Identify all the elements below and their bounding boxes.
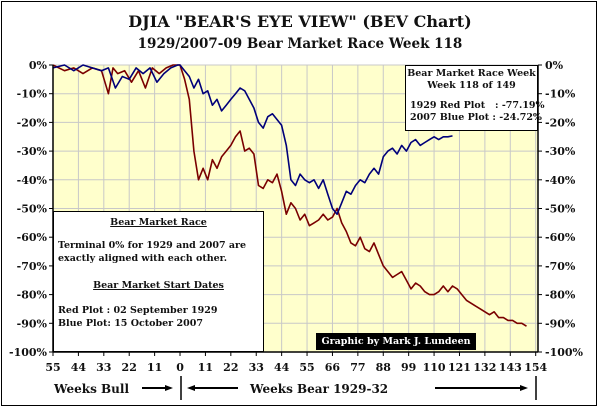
y-tick-label-right: -30%: [545, 145, 576, 158]
x-tick-label: 99: [401, 361, 416, 374]
y-tick-label-left: 0%: [29, 59, 48, 72]
y-axis-left-labels: 0% -10% -20% -30% -40% -50% -60% -70% -80% -90% -1…: [9, 59, 48, 359]
x-tick-label: 33: [96, 361, 111, 374]
series-lines: [52, 64, 527, 327]
x-axis-labels: 55 44 33 22 11 0 11 22 33 44 55 66 77 88 99 110 121 132 14…: [45, 361, 547, 374]
race-title-1: Bear Market Race Week: [407, 68, 536, 79]
x-tick-label: 55: [45, 361, 60, 374]
y-tick-label-left: -30%: [17, 145, 48, 158]
x-label-bear: Weeks Bear 1929-32: [249, 382, 388, 396]
x-tick-label: 0: [176, 361, 184, 374]
info-heading-dates: Bear Market Start Dates: [93, 280, 224, 291]
bull-arrowhead: [165, 385, 173, 391]
y-tick-label-left: -80%: [17, 289, 48, 302]
x-tick-label: 121: [448, 361, 471, 374]
y-tick-label-right: -10%: [545, 88, 576, 101]
y-tick-label-right: 0%: [545, 59, 564, 72]
info-blue-date: Blue Plot: 15 October 2007: [58, 318, 203, 329]
race-red-value: 1929 Red Plot : -77.19%: [410, 100, 545, 111]
y-tick-label-left: -50%: [17, 203, 48, 216]
race-status-box: Bear Market Race Week Week 118 of 149 19…: [405, 65, 545, 131]
y-tick-label-right: -20%: [545, 116, 576, 129]
chart-subtitle: 1929/2007-09 Bear Market Race Week 118: [137, 36, 463, 52]
info-red-date: Red Plot : 02 September 1929: [58, 305, 218, 316]
x-tick-label: 77: [350, 361, 365, 374]
x-axis-titles: Weeks Bull Weeks Bear 1929-32: [53, 382, 388, 396]
x-tick-label: 154: [524, 361, 547, 374]
x-tick-label: 110: [423, 361, 446, 374]
bear-arrowhead-right: [520, 385, 528, 391]
credit-label: Graphic by Mark J. Lundeen: [316, 333, 476, 350]
2007-blue-plot-line: [52, 64, 453, 215]
x-tick-label: 11: [198, 361, 213, 374]
y-tick-label-left: -20%: [17, 116, 48, 129]
info-box: Bear Market Race Terminal 0% for 1929 an…: [53, 211, 264, 352]
y-tick-label-right: -40%: [545, 174, 576, 187]
x-tick-label: 55: [299, 361, 314, 374]
x-tick-label: 44: [71, 361, 87, 374]
x-tick-label: 143: [499, 361, 522, 374]
y-tick-label-left: -100%: [9, 346, 48, 359]
y-tick-label-left: -60%: [17, 231, 48, 244]
x-tick-label: 11: [147, 361, 162, 374]
info-heading-race: Bear Market Race: [110, 217, 207, 228]
x-tick-label: 44: [274, 361, 290, 374]
y-tick-label-left: -90%: [17, 317, 48, 330]
y-tick-label-right: -100%: [545, 346, 584, 359]
x-label-arrows: [142, 376, 537, 400]
y-tick-label-left: -70%: [17, 260, 48, 273]
race-title-2: Week 118 of 149: [427, 80, 516, 91]
y-axis-right-labels: 0% -10% -20% -30% -40% -50% -60% -70% -80% -90% -1…: [545, 59, 584, 359]
1929-red-plot-line: [52, 64, 527, 327]
bear-arrowhead-left: [187, 385, 195, 391]
y-tick-label-right: -90%: [545, 317, 576, 330]
x-tick-label: 132: [473, 361, 496, 374]
race-blue-value: 2007 Blue Plot : -24.72%: [410, 112, 542, 123]
info-text: Terminal 0% for 1929 and 2007 are exactl…: [58, 240, 247, 264]
y-tick-label-right: -70%: [545, 260, 576, 273]
x-label-bull: Weeks Bull: [53, 382, 129, 396]
y-tick-label-right: -60%: [545, 231, 576, 244]
x-tick-label: 22: [223, 361, 238, 374]
y-tick-label-right: -50%: [545, 203, 576, 216]
x-tick-label: 33: [249, 361, 264, 374]
chart-title: DJIA "BEAR'S EYE VIEW" (BEV Chart): [128, 12, 472, 31]
y-tick-label-right: -80%: [545, 289, 576, 302]
x-tick-label: 88: [376, 361, 392, 374]
y-tick-label-left: -10%: [17, 88, 48, 101]
x-tick-label: 22: [122, 361, 137, 374]
x-tick-label: 66: [325, 361, 341, 374]
y-tick-label-left: -40%: [17, 174, 48, 187]
